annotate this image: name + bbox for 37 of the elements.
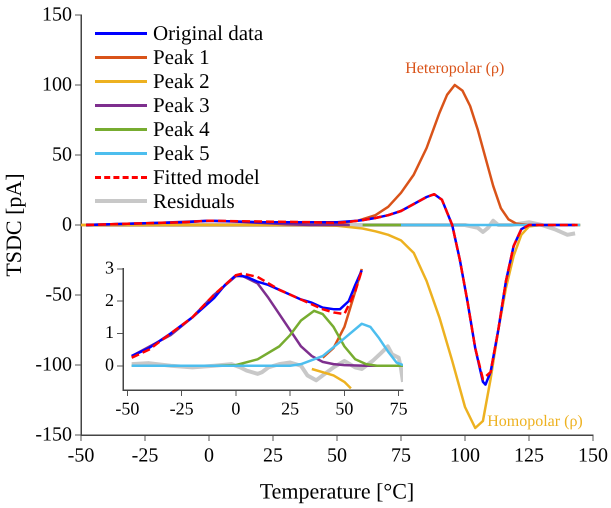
x-tick-label: -25 xyxy=(170,398,194,419)
legend-label: Peak 2 xyxy=(153,69,210,93)
x-tick-label: 100 xyxy=(450,444,480,466)
y-tick-label: 1 xyxy=(105,322,114,342)
legend-label: Peak 3 xyxy=(153,93,210,117)
annotation: Homopolar (ρ) xyxy=(487,413,583,430)
x-axis-title: Temperature [°C] xyxy=(260,478,414,504)
annotation: Heteropolar (ρ) xyxy=(405,60,504,78)
x-tick-label: 0 xyxy=(231,398,240,419)
x-tick-label: 75 xyxy=(390,398,408,419)
legend-label: Peak 5 xyxy=(153,141,210,165)
y-tick-label: -100 xyxy=(35,353,72,376)
x-tick-label: -50 xyxy=(68,444,94,466)
x-tick-label: 50 xyxy=(335,398,354,419)
y-tick-label: 0 xyxy=(62,213,72,236)
x-tick-label: 75 xyxy=(391,444,411,466)
x-tick-label: 0 xyxy=(204,444,214,466)
legend-label: Original data xyxy=(153,21,264,45)
x-tick-label: 25 xyxy=(281,398,300,419)
y-tick-label: 0 xyxy=(105,354,114,374)
y-tick-label: 150 xyxy=(42,3,72,26)
y-tick-label: -150 xyxy=(35,423,72,446)
x-tick-label: 125 xyxy=(514,444,544,466)
legend-label: Peak 1 xyxy=(153,45,210,69)
y-tick-label: 3 xyxy=(105,258,114,278)
legend-label: Residuals xyxy=(153,189,235,213)
legend-label: Peak 4 xyxy=(153,117,210,141)
x-tick-label: 50 xyxy=(327,444,347,466)
y-tick-label: 100 xyxy=(42,73,72,96)
x-tick-label: -25 xyxy=(132,444,158,466)
x-tick-label: 25 xyxy=(263,444,283,466)
y-tick-label: 50 xyxy=(52,143,72,166)
y-tick-label: -50 xyxy=(45,283,72,306)
x-tick-label: 150 xyxy=(578,444,608,466)
legend-label: Fitted model xyxy=(153,165,260,189)
y-tick-label: 2 xyxy=(105,290,114,310)
y-axis-title: TSDC [pA] xyxy=(0,173,26,277)
